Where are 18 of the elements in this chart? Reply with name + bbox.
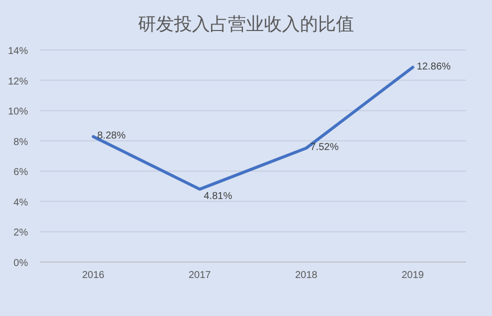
y-tick-label: 14%	[8, 46, 28, 57]
data-label: 4.81%	[204, 191, 232, 202]
x-tick-label: 2018	[295, 270, 318, 281]
x-tick-label: 2019	[402, 270, 424, 281]
y-tick-label: 8%	[14, 136, 28, 148]
y-tick-label: 2%	[14, 228, 28, 239]
line-series	[92, 66, 414, 191]
data-label: 8.28%	[97, 130, 126, 142]
data-label: 12.86%	[416, 61, 451, 72]
y-tick-label: 10%	[8, 106, 28, 118]
chart-title: 研发投入占营业收入的比值	[138, 14, 354, 34]
y-tick-label: 12%	[8, 76, 28, 88]
x-tick-label: 2016	[82, 270, 105, 281]
y-tick-label: 0%	[14, 258, 28, 269]
x-tick-label: 2017	[188, 270, 212, 281]
y-tick-label: 4%	[14, 197, 28, 208]
data-label: 7.52%	[310, 142, 339, 154]
y-tick-label: 6%	[14, 167, 28, 178]
